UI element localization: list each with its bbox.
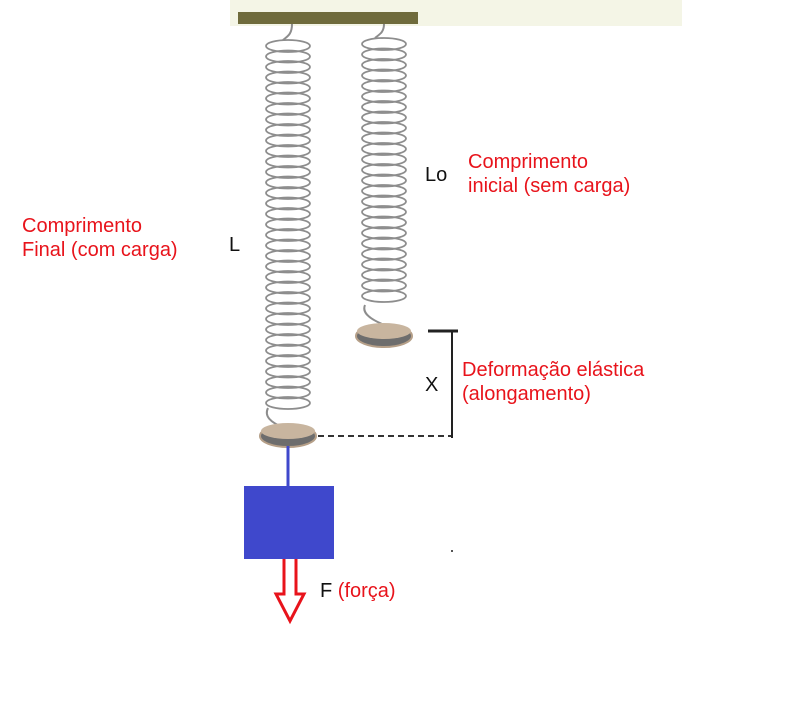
stretched-spring-coil xyxy=(265,228,311,242)
stretched-spring-coil xyxy=(265,133,311,148)
stretched-spring-icon xyxy=(265,39,311,410)
ceiling-bar xyxy=(238,12,418,24)
stretched-spring-coil xyxy=(265,259,311,274)
stretched-spring-coil xyxy=(265,343,311,358)
final-length-caption: Comprimento Final (com carga) xyxy=(22,214,178,262)
initial-length-symbol: Lo xyxy=(425,164,448,186)
stretched-spring-coil xyxy=(265,396,311,410)
unloaded-spring-coil xyxy=(361,100,407,114)
stretched-spring-coil xyxy=(265,39,311,53)
unloaded-spring-coil xyxy=(361,215,407,230)
unloaded-spring-coil xyxy=(361,37,407,51)
deformation-caption-line1: Deformação elástica xyxy=(462,359,645,381)
unloaded-spring-end-plate xyxy=(355,323,413,348)
stretched-spring-coil xyxy=(265,196,311,211)
stretched-spring-coil xyxy=(265,81,311,95)
loaded-spring-end-plate xyxy=(259,423,317,448)
stretched-spring-coil xyxy=(265,301,311,316)
stretched-spring-coil xyxy=(265,238,311,253)
unloaded-spring-coil xyxy=(361,205,407,219)
unloaded-spring-coil xyxy=(361,131,407,146)
deformation-caption: Deformação elástica (alongamento) xyxy=(462,358,644,406)
unloaded-spring-coil xyxy=(361,142,407,156)
stretched-spring-coil xyxy=(265,291,311,305)
stretched-spring-coil xyxy=(265,186,311,200)
left-spring-hook xyxy=(282,23,293,41)
unloaded-spring-coil xyxy=(361,268,407,282)
stretched-spring-coil xyxy=(265,249,311,263)
stretched-spring-coil xyxy=(265,217,311,232)
unloaded-spring-coil xyxy=(361,79,407,93)
stretched-spring-coil xyxy=(265,280,311,295)
stretched-spring-coil xyxy=(265,112,311,127)
unloaded-spring-coil xyxy=(361,173,407,188)
stretched-spring-coil xyxy=(265,70,311,85)
unloaded-spring-coil xyxy=(361,247,407,261)
force-caption: (força) xyxy=(337,580,396,602)
unloaded-spring-coil xyxy=(361,184,407,198)
force-symbol: F xyxy=(320,580,333,602)
right-spring-hook xyxy=(374,23,385,39)
stretched-spring-coil xyxy=(265,91,311,106)
final-length-caption-line1: Comprimento xyxy=(22,215,143,237)
unloaded-spring-coil xyxy=(361,152,407,167)
unloaded-spring-coil xyxy=(361,110,407,125)
unloaded-spring-coil xyxy=(361,226,407,240)
unloaded-spring-coil xyxy=(361,194,407,209)
initial-length-caption-line2: inicial (sem carga) xyxy=(468,175,631,197)
unloaded-spring-coil xyxy=(361,289,407,303)
unloaded-spring-coil xyxy=(361,278,407,293)
stretched-spring-coil xyxy=(265,154,311,169)
force-label: F (força) xyxy=(320,579,396,603)
unloaded-spring-coil xyxy=(361,89,407,104)
final-length-symbol: L xyxy=(229,234,241,256)
stretched-spring-coil xyxy=(265,270,311,284)
stretched-spring-coil xyxy=(265,354,311,368)
final-length-caption-line2: Final (com carga) xyxy=(22,239,178,261)
initial-length-caption: Comprimento inicial (sem carga) xyxy=(468,150,630,198)
stretched-spring-coil xyxy=(265,312,311,326)
stretched-spring-coil xyxy=(265,102,311,116)
stretched-spring-coil xyxy=(265,49,311,64)
stretched-spring-coil xyxy=(265,123,311,137)
stretched-spring-coil xyxy=(265,144,311,158)
stretched-spring-coil xyxy=(265,60,311,74)
initial-length-caption-line1: Comprimento xyxy=(468,151,589,173)
stretched-spring-coil xyxy=(265,165,311,179)
unloaded-spring-icon xyxy=(361,37,407,303)
deformation-symbol: X xyxy=(425,374,439,396)
stretched-spring-coil xyxy=(265,207,311,221)
unloaded-spring-coil xyxy=(361,121,407,135)
force-arrow-icon xyxy=(273,559,307,625)
unloaded-spring-coil xyxy=(361,236,407,251)
stretched-spring-coil xyxy=(265,175,311,190)
weight-block-icon xyxy=(244,486,334,559)
right-spring-tail xyxy=(363,304,383,325)
unloaded-spring-coil xyxy=(361,257,407,272)
unloaded-spring-coil xyxy=(361,58,407,72)
stretched-spring-coil xyxy=(265,322,311,337)
stray-dot xyxy=(451,550,453,552)
stretched-spring-coil xyxy=(265,385,311,400)
stretched-spring-coil xyxy=(265,364,311,379)
unloaded-spring-coil xyxy=(361,47,407,62)
stretched-spring-coil xyxy=(265,375,311,389)
unloaded-spring-coil xyxy=(361,68,407,83)
stretched-spring-coil xyxy=(265,333,311,347)
deformation-caption-line2: (alongamento) xyxy=(462,383,591,405)
unloaded-spring-coil xyxy=(361,163,407,177)
